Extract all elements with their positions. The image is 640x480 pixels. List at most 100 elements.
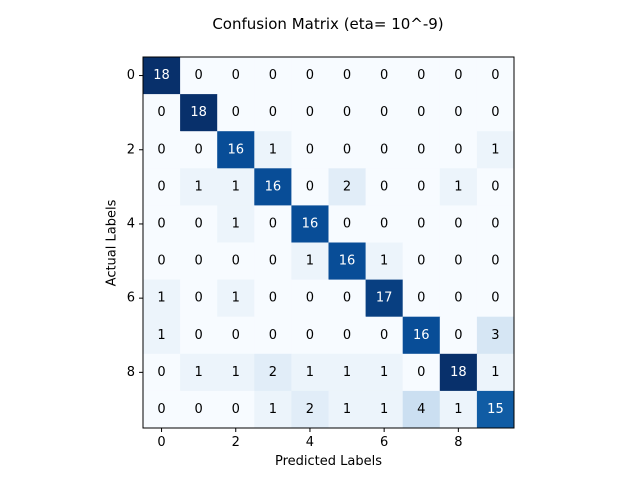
cell-value-label: 0 [195, 328, 203, 343]
heatmap-cell-r2-c2 [217, 131, 255, 169]
cell-value-label: 1 [157, 291, 165, 306]
heatmap-cell-r3-c9 [476, 168, 515, 206]
cell-value-label: 0 [380, 68, 388, 83]
cell-value-label: 1 [491, 365, 499, 380]
y-tick-label: 0 [127, 68, 135, 83]
cell-value-label: 0 [306, 291, 314, 306]
cell-value-label: 0 [269, 291, 277, 306]
heatmap-cell-r7-c3 [254, 316, 292, 355]
cell-value-label: 1 [195, 365, 203, 380]
heatmap-cell-r8-c3 [254, 353, 292, 392]
cell-value-label: 0 [454, 105, 462, 120]
heatmap-cell-r4-c4 [291, 205, 329, 243]
heatmap-cell-r0-c9 [476, 57, 515, 95]
cell-value-label: 0 [454, 142, 462, 157]
heatmap-cell-r8-c0 [143, 353, 181, 392]
cell-value-label: 0 [417, 142, 425, 157]
cell-value-label: 0 [343, 216, 351, 231]
cell-value-label: 1 [269, 402, 277, 417]
y-tick-label: 4 [127, 216, 135, 231]
cell-value-label: 0 [491, 291, 499, 306]
cell-value-label: 0 [269, 68, 277, 83]
heatmap-cell-r1-c6 [365, 94, 404, 132]
heatmap-cell-r3-c8 [439, 168, 478, 206]
heatmap-cell-r4-c0 [143, 205, 181, 243]
heatmap-cell-r9-c2 [217, 390, 255, 429]
y-tick-label: 2 [127, 142, 135, 157]
cell-value-label: 0 [157, 142, 165, 157]
cell-value-label: 0 [380, 328, 388, 343]
heatmap-cell-r8-c8 [439, 353, 478, 392]
cell-value-label: 0 [417, 105, 425, 120]
heatmap-cell-r4-c2 [217, 205, 255, 243]
cell-value-label: 0 [157, 365, 165, 380]
heatmap-cell-r3-c2 [217, 168, 255, 206]
x-tick-label: 0 [157, 435, 165, 450]
cell-value-label: 0 [343, 142, 351, 157]
cell-value-label: 1 [195, 179, 203, 194]
heatmap-cell-r4-c8 [439, 205, 478, 243]
cell-value-label: 0 [454, 68, 462, 83]
cell-value-label: 0 [491, 105, 499, 120]
heatmap-cell-r7-c7 [402, 316, 441, 355]
heatmap-cell-r1-c3 [254, 94, 292, 132]
heatmap-cell-r4-c5 [328, 205, 366, 243]
heatmap-cell-r5-c3 [254, 242, 292, 280]
heatmap-cell-r8-c5 [328, 353, 366, 392]
cell-value-label: 0 [417, 68, 425, 83]
cell-value-label: 16 [227, 142, 244, 157]
cell-value-label: 0 [417, 254, 425, 269]
cell-value-label: 0 [232, 402, 240, 417]
heatmap-cell-r2-c5 [328, 131, 366, 169]
heatmap-cell-r2-c9 [476, 131, 515, 169]
cell-value-label: 0 [232, 254, 240, 269]
heatmap-cell-r9-c4 [291, 390, 329, 429]
heatmap-cell-r5-c6 [365, 242, 404, 280]
cell-value-label: 0 [380, 216, 388, 231]
cell-value-label: 0 [157, 179, 165, 194]
heatmap-cell-r0-c8 [439, 57, 478, 95]
cell-value-label: 18 [450, 365, 467, 380]
cell-value-label: 4 [417, 402, 425, 417]
cell-value-label: 0 [491, 179, 499, 194]
heatmap-cell-r1-c8 [439, 94, 478, 132]
cell-value-label: 0 [195, 291, 203, 306]
cell-value-label: 18 [190, 105, 207, 120]
heatmap-cell-r3-c4 [291, 168, 329, 206]
heatmap-cell-r8-c9 [476, 353, 515, 392]
heatmap-cell-r1-c5 [328, 94, 366, 132]
heatmap-cell-r5-c0 [143, 242, 181, 280]
heatmap-cell-r6-c6 [365, 279, 404, 318]
y-axis-label: Actual Labels [104, 199, 120, 287]
cell-value-label: 1 [306, 365, 314, 380]
cell-value-label: 0 [269, 105, 277, 120]
heatmap-cell-r5-c2 [217, 242, 255, 280]
cell-value-label: 1 [380, 254, 388, 269]
cell-value-label: 0 [306, 142, 314, 157]
plot-frame [142, 56, 515, 429]
heatmap-cell-r7-c0 [143, 316, 181, 355]
heatmap-cell-r0-c6 [365, 57, 404, 95]
cell-value-label: 0 [269, 254, 277, 269]
heatmap-cell-r4-c7 [402, 205, 441, 243]
x-tick-label: 2 [232, 435, 240, 450]
heatmap-cell-r5-c1 [180, 242, 218, 280]
cell-value-label: 1 [157, 328, 165, 343]
cell-value-label: 0 [306, 179, 314, 194]
x-axis-label: Predicted Labels [274, 454, 382, 469]
y-tick-label: 6 [127, 291, 135, 306]
heatmap-cell-r9-c6 [365, 390, 404, 429]
cell-value-label: 0 [491, 216, 499, 231]
heatmap-cell-r8-c1 [180, 353, 218, 392]
heatmap-cell-r6-c3 [254, 279, 292, 318]
cell-value-label: 0 [195, 142, 203, 157]
cell-value-label: 0 [380, 179, 388, 194]
cell-value-label: 1 [232, 365, 240, 380]
heatmap-cell-r7-c8 [439, 316, 478, 355]
x-tick-label: 8 [454, 435, 462, 450]
cell-value-label: 0 [195, 68, 203, 83]
heatmap-cell-r5-c8 [439, 242, 478, 280]
cell-value-label: 1 [454, 402, 462, 417]
cell-value-label: 0 [306, 68, 314, 83]
